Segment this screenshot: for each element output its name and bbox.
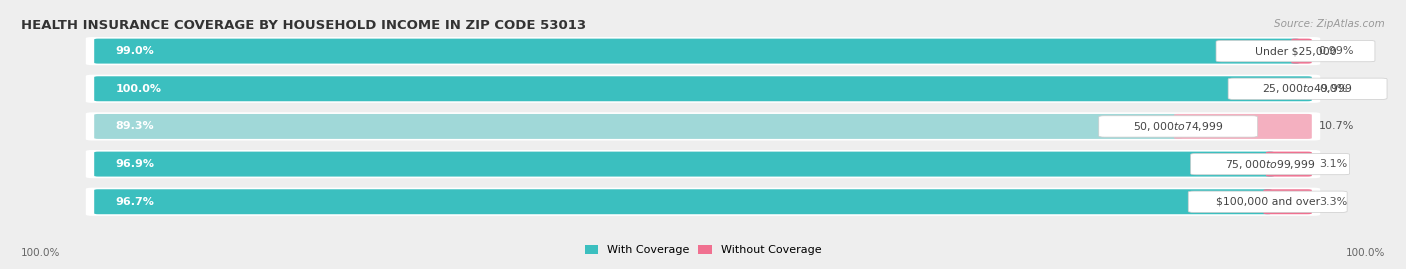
Text: 3.3%: 3.3%: [1319, 197, 1347, 207]
Text: $50,000 to $74,999: $50,000 to $74,999: [1133, 120, 1223, 133]
FancyBboxPatch shape: [1264, 189, 1312, 214]
Text: 96.9%: 96.9%: [115, 159, 155, 169]
Legend: With Coverage, Without Coverage: With Coverage, Without Coverage: [585, 245, 821, 255]
FancyBboxPatch shape: [86, 188, 1320, 216]
FancyBboxPatch shape: [1188, 191, 1347, 213]
Text: $100,000 and over: $100,000 and over: [1216, 197, 1320, 207]
Text: 96.7%: 96.7%: [115, 197, 155, 207]
FancyBboxPatch shape: [94, 39, 1299, 63]
Text: 100.0%: 100.0%: [1346, 248, 1385, 258]
Text: $25,000 to $49,999: $25,000 to $49,999: [1263, 82, 1353, 95]
FancyBboxPatch shape: [1216, 40, 1375, 62]
FancyBboxPatch shape: [1229, 78, 1388, 100]
FancyBboxPatch shape: [1191, 153, 1350, 175]
FancyBboxPatch shape: [1291, 39, 1312, 63]
Text: Source: ZipAtlas.com: Source: ZipAtlas.com: [1274, 19, 1385, 29]
Text: 0.99%: 0.99%: [1319, 46, 1354, 56]
Text: 100.0%: 100.0%: [115, 84, 162, 94]
FancyBboxPatch shape: [94, 76, 1312, 101]
Text: HEALTH INSURANCE COVERAGE BY HOUSEHOLD INCOME IN ZIP CODE 53013: HEALTH INSURANCE COVERAGE BY HOUSEHOLD I…: [21, 19, 586, 32]
FancyBboxPatch shape: [94, 114, 1182, 139]
FancyBboxPatch shape: [94, 189, 1272, 214]
FancyBboxPatch shape: [1098, 116, 1257, 137]
Text: 0.0%: 0.0%: [1319, 84, 1347, 94]
FancyBboxPatch shape: [86, 150, 1320, 178]
FancyBboxPatch shape: [1265, 152, 1312, 176]
FancyBboxPatch shape: [94, 152, 1274, 176]
FancyBboxPatch shape: [1174, 114, 1312, 139]
Text: Under $25,000: Under $25,000: [1254, 46, 1336, 56]
Text: 10.7%: 10.7%: [1319, 121, 1354, 132]
Text: 89.3%: 89.3%: [115, 121, 153, 132]
FancyBboxPatch shape: [86, 112, 1320, 140]
Text: 99.0%: 99.0%: [115, 46, 155, 56]
Text: 3.1%: 3.1%: [1319, 159, 1347, 169]
FancyBboxPatch shape: [86, 75, 1320, 103]
Text: 100.0%: 100.0%: [21, 248, 60, 258]
FancyBboxPatch shape: [86, 37, 1320, 65]
Text: $75,000 to $99,999: $75,000 to $99,999: [1225, 158, 1315, 171]
